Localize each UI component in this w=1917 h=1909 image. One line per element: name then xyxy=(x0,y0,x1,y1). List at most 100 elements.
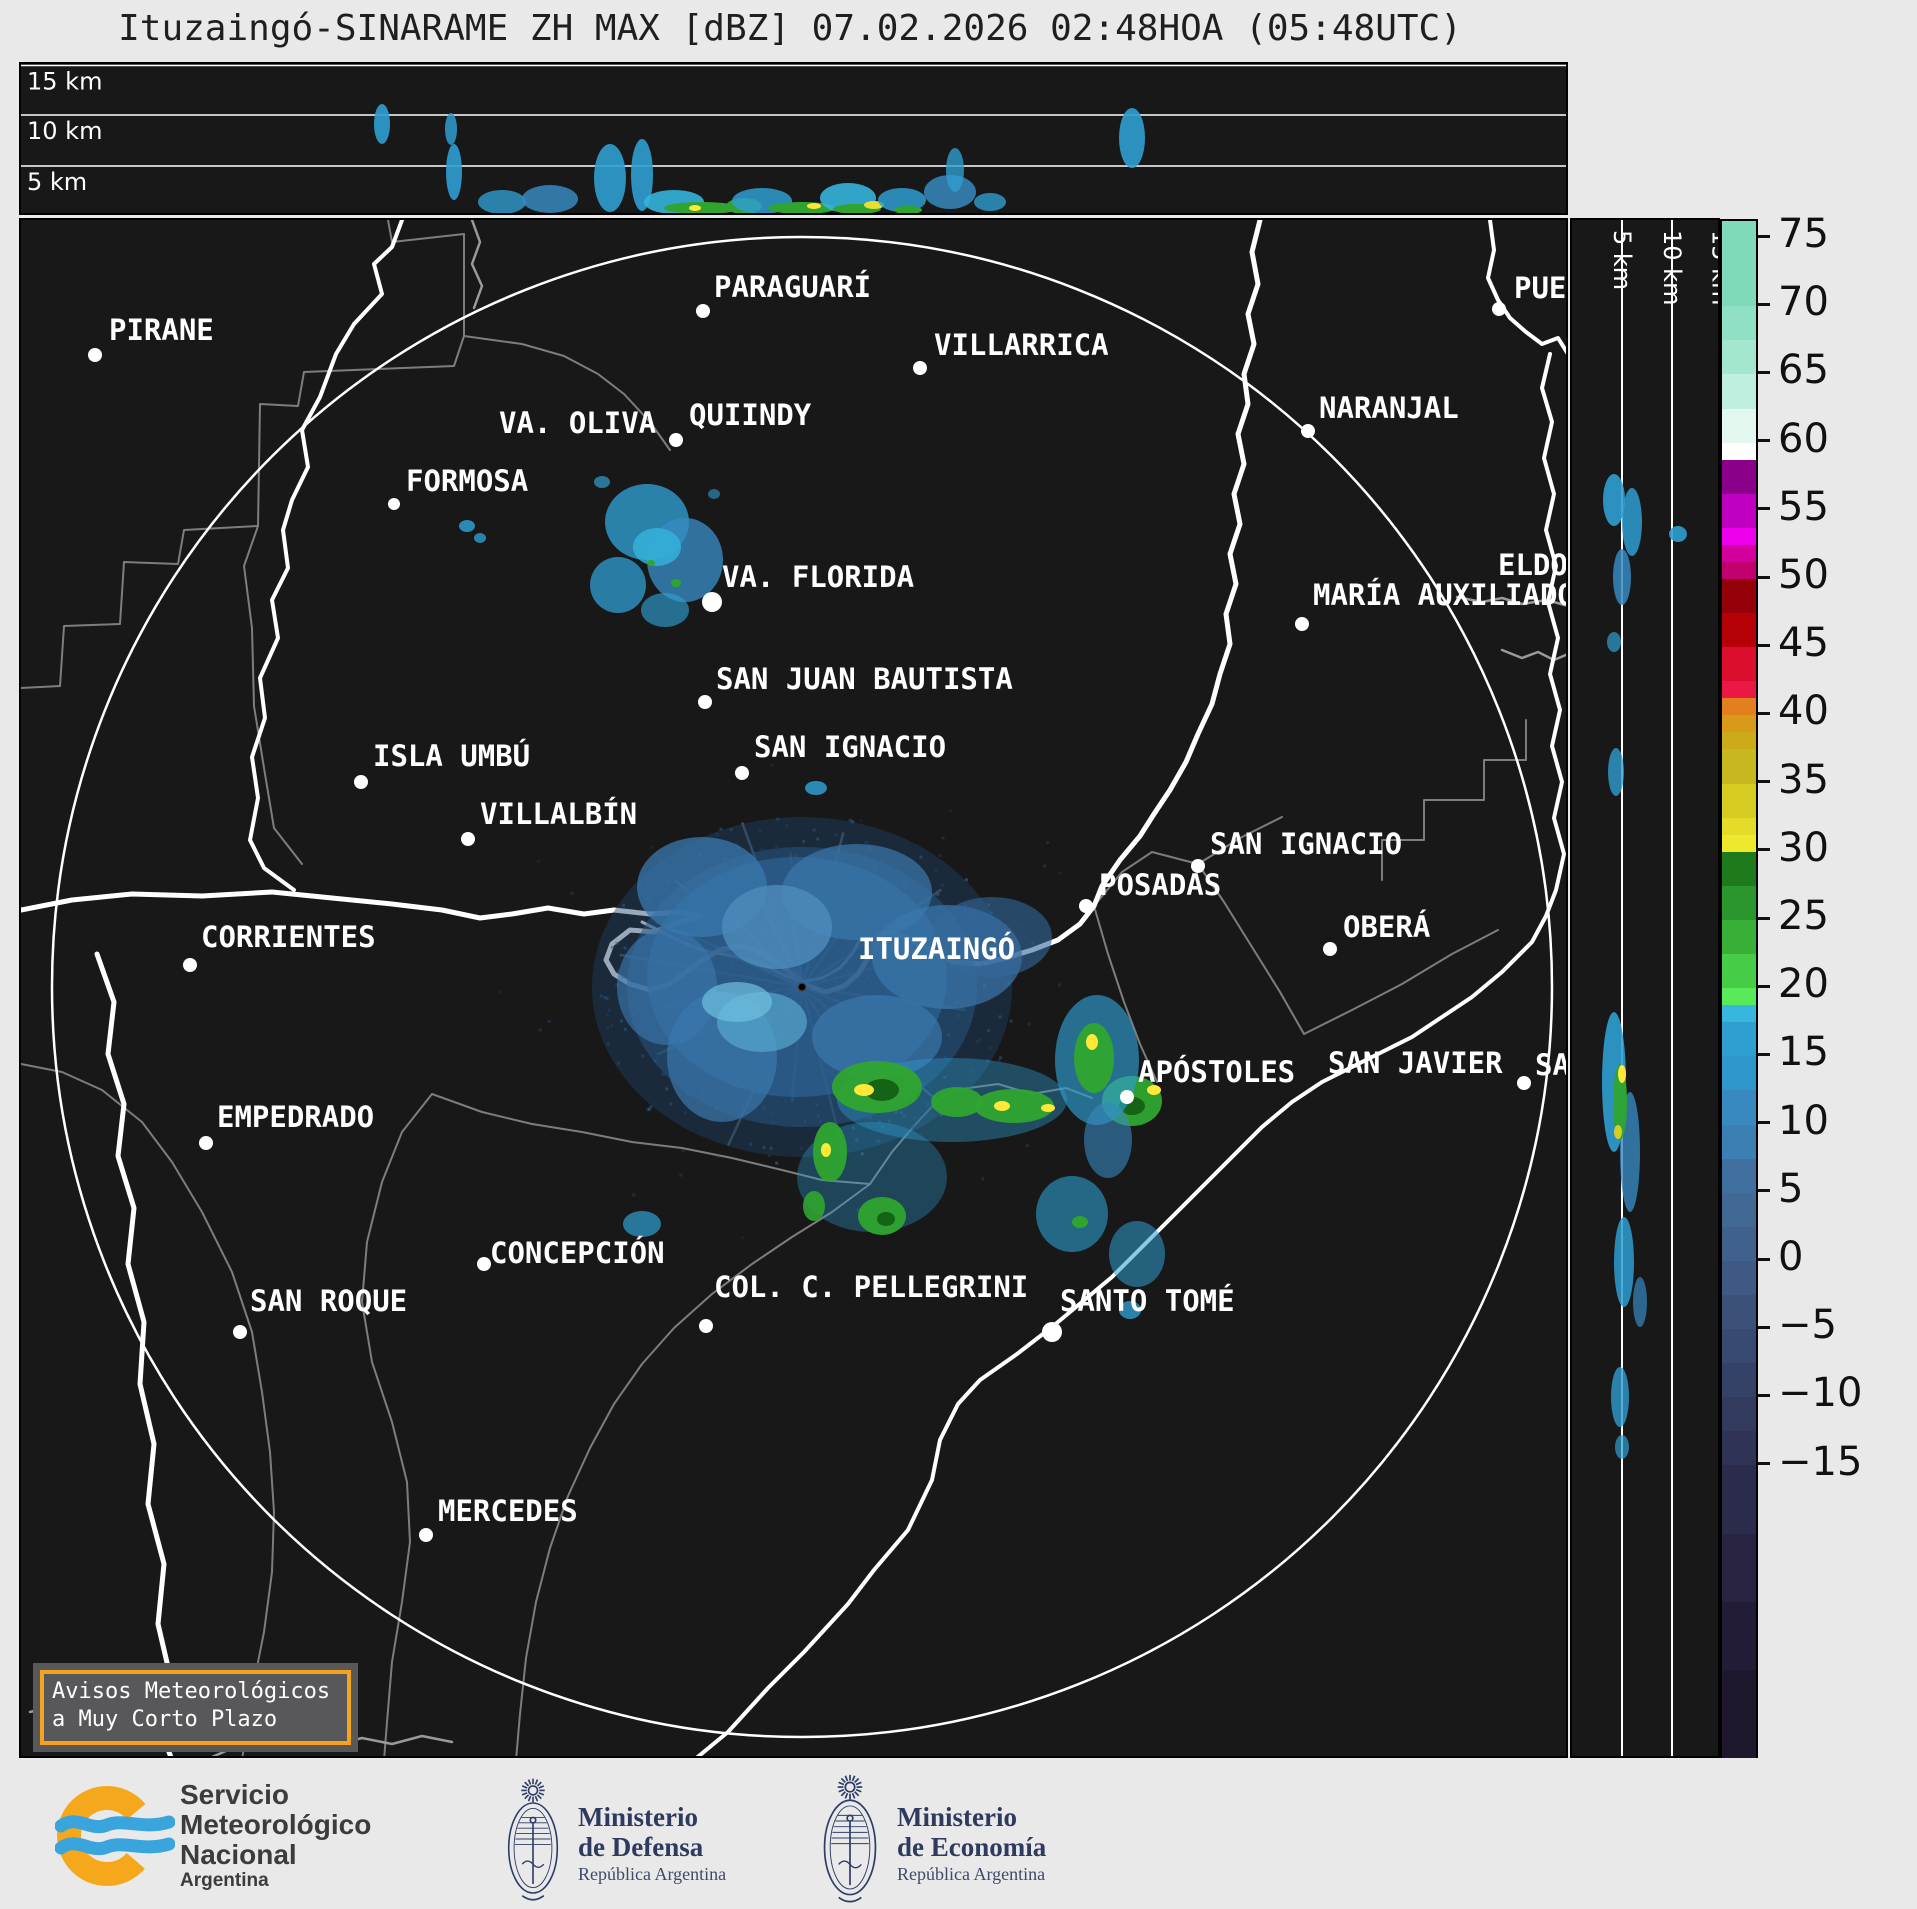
colorbar-tick-label: 55 xyxy=(1778,483,1829,530)
echo-speckle xyxy=(617,969,621,973)
radar-echo xyxy=(702,982,772,1022)
top-panel-echo xyxy=(689,205,701,211)
echo-speckle xyxy=(969,1078,973,1082)
echo-speckle xyxy=(1058,871,1062,875)
city-label-san-ignacio: SAN IGNACIO xyxy=(754,730,946,764)
city-dot-san-juan-bautista xyxy=(698,695,712,709)
radar-echo xyxy=(1119,1301,1141,1319)
colorbar-segment xyxy=(1722,1294,1756,1330)
radar-echo xyxy=(865,1079,899,1101)
defensa-line-1: Ministerio xyxy=(578,1802,698,1832)
right-panel-altitude-label-10km: 10 km xyxy=(1658,230,1686,305)
defensa-wordmark: Ministerio de Defensa República Argentin… xyxy=(578,1802,726,1886)
echo-speckle xyxy=(987,1029,991,1033)
city-label-corrientes: CORRIENTES xyxy=(201,920,376,954)
echo-speckle xyxy=(760,848,764,852)
defensa-line-3: República Argentina xyxy=(578,1864,727,1884)
echo-speckle xyxy=(729,828,733,832)
colorbar-segment xyxy=(1722,442,1756,460)
echo-speckle xyxy=(1009,1019,1013,1023)
echo-speckle xyxy=(1046,841,1050,845)
right-panel-altitude-label-15km: 15 km xyxy=(1707,230,1721,305)
colorbar-segment xyxy=(1722,681,1756,699)
echo-speckle xyxy=(606,1042,610,1046)
echo-speckle xyxy=(647,1107,651,1111)
top-panel-echo xyxy=(946,148,964,192)
admin-border xyxy=(1303,929,1499,1035)
defensa-coat-of-arms-icon xyxy=(507,1778,559,1901)
colorbar-tick-label: 0 xyxy=(1778,1234,1804,1281)
colorbar-tick xyxy=(1758,1462,1770,1466)
city-label-mar-a-auxiliadora: MARÍA AUXILIADORA xyxy=(1313,578,1568,612)
river xyxy=(1486,220,1566,355)
echo-speckle xyxy=(748,1142,752,1146)
city-dot-va-oliva xyxy=(669,433,683,447)
echo-speckle xyxy=(758,829,762,833)
radar-echo xyxy=(805,781,827,795)
echo-speckle xyxy=(599,994,603,998)
echo-speckle xyxy=(603,996,607,1000)
city-label-santo-tom-: SANTO TOMÉ xyxy=(1060,1284,1235,1318)
right-panel-echo xyxy=(1613,1064,1627,1140)
top-panel-altitude-label-10km: 10 km xyxy=(27,117,102,145)
colorbar-segment xyxy=(1722,647,1756,682)
admin-border xyxy=(1093,816,1283,907)
smn-line-1: Servicio xyxy=(180,1779,289,1810)
echo-speckle xyxy=(941,836,945,840)
radar-echo xyxy=(1084,1102,1132,1178)
city-label-mercedes: MERCEDES xyxy=(438,1494,578,1528)
echo-speckle xyxy=(762,1146,766,1150)
echo-speckle xyxy=(855,1138,859,1142)
echo-speckle xyxy=(919,855,923,859)
right-panel-echo xyxy=(1614,1217,1634,1307)
admin-border xyxy=(515,1183,871,1756)
radar-site-dot xyxy=(797,982,807,992)
top-panel-echo xyxy=(374,104,390,144)
radar-echo xyxy=(1086,1034,1098,1050)
city-dot-villarrica xyxy=(913,361,927,375)
radar-echo xyxy=(803,1191,825,1221)
echo-speckle xyxy=(848,818,852,822)
echo-speckle xyxy=(834,833,838,837)
colorbar-segment xyxy=(1722,1022,1756,1057)
echo-speckle xyxy=(683,1111,687,1115)
city-label-san-roque: SAN ROQUE xyxy=(250,1284,407,1318)
city-dot-puerto xyxy=(1492,302,1506,316)
right-panel-echo xyxy=(1611,1367,1629,1427)
page-title: Ituzaingó-SINARAME ZH MAX [dBZ] 07.02.20… xyxy=(118,8,1462,49)
echo-speckle xyxy=(669,1102,673,1106)
top-panel-echo xyxy=(807,203,821,209)
echo-speckle xyxy=(800,1146,804,1150)
alert-line-2: a Muy Corto Plazo xyxy=(52,1707,278,1732)
echo-speckle xyxy=(770,763,774,767)
colorbar-tick-label: 75 xyxy=(1778,211,1829,258)
echo-speckle xyxy=(816,837,820,841)
right-panel-echo xyxy=(1608,748,1624,796)
colorbar-tick xyxy=(1758,848,1770,852)
economia-line-1: Ministerio xyxy=(897,1802,1017,1832)
colorbar-segment xyxy=(1722,885,1756,920)
echo-speckle xyxy=(1035,1123,1039,1127)
city-label-posadas: POSADAS xyxy=(1099,868,1221,902)
city-dot-posadas xyxy=(1079,899,1093,913)
radar-echo xyxy=(459,520,475,532)
colorbar-tick xyxy=(1758,507,1770,511)
echo-speckle xyxy=(547,1019,551,1023)
echo-speckle xyxy=(785,824,789,828)
economia-wordmark: Ministerio de Economía República Argenti… xyxy=(897,1802,1046,1886)
colorbar-segment xyxy=(1722,527,1756,545)
colorbar-segment xyxy=(1722,1005,1756,1023)
city-label-paraguar-: PARAGUARÍ xyxy=(714,270,871,304)
city-label-san-ignacio: SAN IGNACIO xyxy=(1210,827,1402,861)
river xyxy=(695,352,1566,1756)
top-panel-echo xyxy=(664,202,740,213)
colorbar-segment xyxy=(1722,732,1756,750)
echo-speckle xyxy=(661,1072,665,1076)
echo-speckle xyxy=(887,1122,891,1126)
echo-speckle xyxy=(769,1146,773,1150)
echo-speckle xyxy=(892,748,896,752)
colorbar-segment xyxy=(1722,1431,1756,1466)
echo-speckle xyxy=(977,1038,981,1042)
city-label-naranjal: NARANJAL xyxy=(1319,391,1459,425)
city-dot-formosa xyxy=(388,498,400,510)
